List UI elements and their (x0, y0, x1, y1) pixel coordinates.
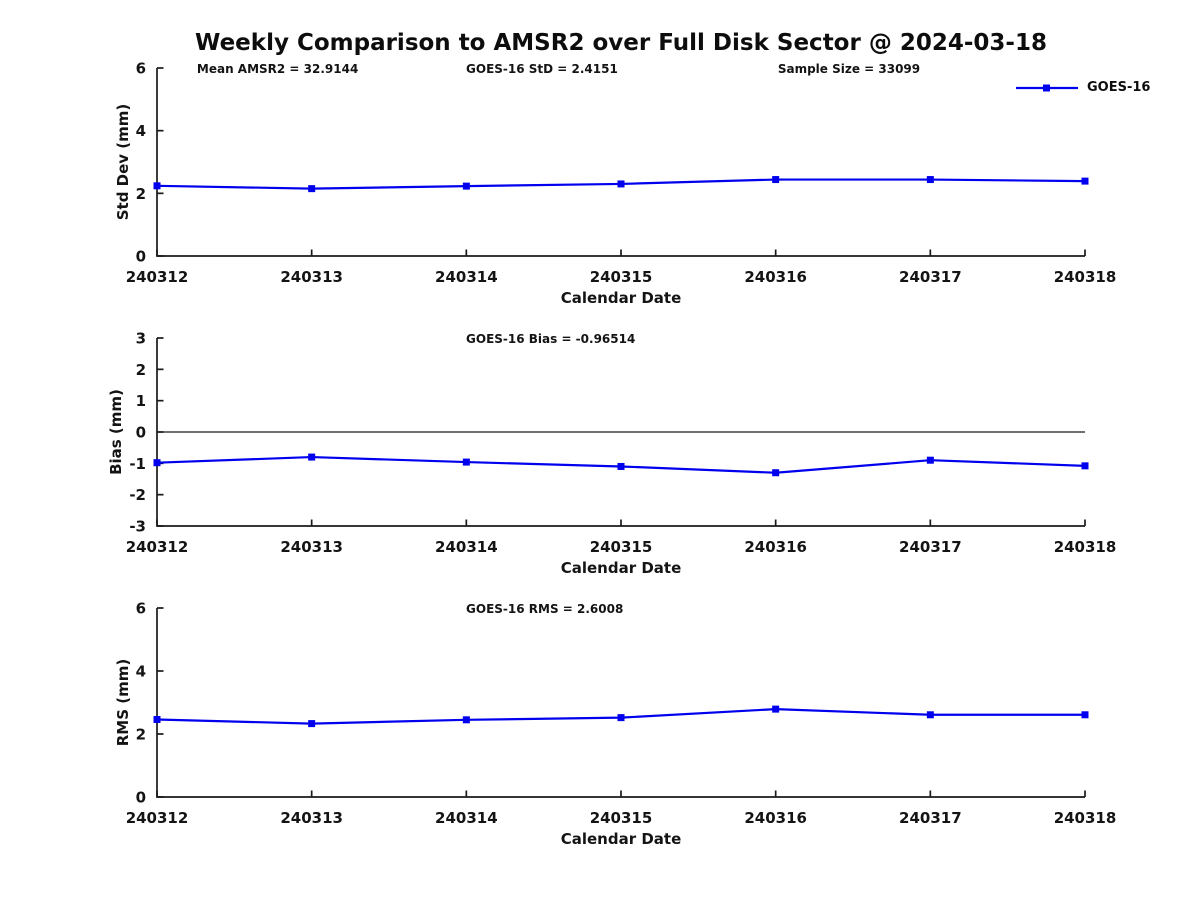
data-marker (772, 469, 780, 477)
x-tick-label: 240313 (280, 268, 343, 286)
data-marker (462, 182, 470, 190)
chart-std-dev: 0 2 4 6 240312 240313 240314 240315 240316 240317… (114, 60, 1116, 308)
x-tick-label: 240316 (744, 538, 807, 556)
data-marker (617, 180, 625, 188)
data-marker (153, 716, 161, 724)
y-tick-label: 6 (136, 60, 146, 78)
data-marker (308, 185, 316, 193)
data-marker (1081, 462, 1089, 470)
x-tick-label: 240312 (126, 268, 189, 286)
x-tick-label: 240312 (126, 538, 189, 556)
annotation: GOES-16 StD = 2.4151 (466, 62, 618, 76)
x-tick-label: 240317 (899, 268, 962, 286)
y-tick-label: 3 (136, 330, 146, 348)
annotation: GOES-16 Bias = -0.96514 (466, 332, 635, 346)
y-axis-label: RMS (mm) (114, 659, 132, 746)
x-axis-label: Calendar Date (561, 289, 682, 307)
x-tick-label: 240312 (126, 809, 189, 827)
data-marker (153, 182, 161, 190)
y-tick-label: 1 (136, 392, 146, 410)
legend-label: GOES-16 (1087, 80, 1151, 95)
x-axis-label: Calendar Date (561, 830, 682, 848)
axis-lines (156, 68, 1085, 257)
y-tick-label: 4 (136, 663, 146, 681)
x-axis-label: Calendar Date (561, 559, 682, 577)
figure-title: Weekly Comparison to AMSR2 over Full Dis… (195, 30, 1047, 56)
legend-line-icon (1016, 84, 1078, 92)
x-tick-label: 240314 (435, 809, 498, 827)
data-marker (308, 720, 316, 728)
x-tick-label: 240318 (1054, 268, 1117, 286)
x-tick-label: 240313 (280, 809, 343, 827)
x-tick-label: 240314 (435, 538, 498, 556)
y-tick-label: 4 (136, 122, 146, 140)
y-tick-label: 2 (136, 185, 146, 203)
data-marker (462, 716, 470, 724)
y-tick-label: 6 (136, 600, 146, 618)
y-tick-label: 0 (136, 424, 146, 442)
data-marker (926, 456, 934, 464)
axis-lines (156, 608, 1085, 798)
y-tick-label: 0 (136, 248, 146, 266)
x-tick-label: 240317 (899, 538, 962, 556)
x-tick-label: 240318 (1054, 809, 1117, 827)
y-axis-label: Std Dev (mm) (114, 104, 132, 221)
data-marker (926, 176, 934, 184)
chart-bias: -3 -2 -1 0 1 2 3 240312 240313 240314 240315 240316… (107, 330, 1116, 578)
data-marker (617, 462, 625, 470)
x-tick-label: 240316 (744, 268, 807, 286)
x-tick-label: 240315 (590, 538, 653, 556)
data-marker (1081, 177, 1089, 185)
y-tick-label: -1 (129, 455, 146, 473)
y-tick-label: 2 (136, 726, 146, 744)
data-marker (308, 453, 316, 461)
data-marker (926, 711, 934, 719)
y-tick-label: 2 (136, 361, 146, 379)
chart-rms: 0 2 4 6 240312 240313 240314 240315 240316 240317… (114, 600, 1116, 849)
x-tick-label: 240316 (744, 809, 807, 827)
data-marker (617, 714, 625, 722)
x-tick-label: 240315 (590, 809, 653, 827)
data-marker (772, 705, 780, 713)
data-marker (1081, 711, 1089, 719)
y-tick-label: -2 (129, 486, 146, 504)
x-tick-label: 240314 (435, 268, 498, 286)
y-tick-label: 0 (136, 789, 146, 807)
data-marker (462, 458, 470, 466)
x-tick-label: 240315 (590, 268, 653, 286)
x-tick-label: 240317 (899, 809, 962, 827)
data-marker (772, 176, 780, 184)
y-tick-label: -3 (129, 518, 146, 536)
y-axis-label: Bias (mm) (107, 389, 125, 475)
x-tick-label: 240313 (280, 538, 343, 556)
legend: GOES-16 (1016, 81, 1150, 95)
annotation: GOES-16 RMS = 2.6008 (466, 602, 623, 616)
data-marker (153, 459, 161, 467)
annotation: Sample Size = 33099 (778, 62, 920, 76)
annotation: Mean AMSR2 = 32.9144 (197, 62, 358, 76)
x-tick-label: 240318 (1054, 538, 1117, 556)
